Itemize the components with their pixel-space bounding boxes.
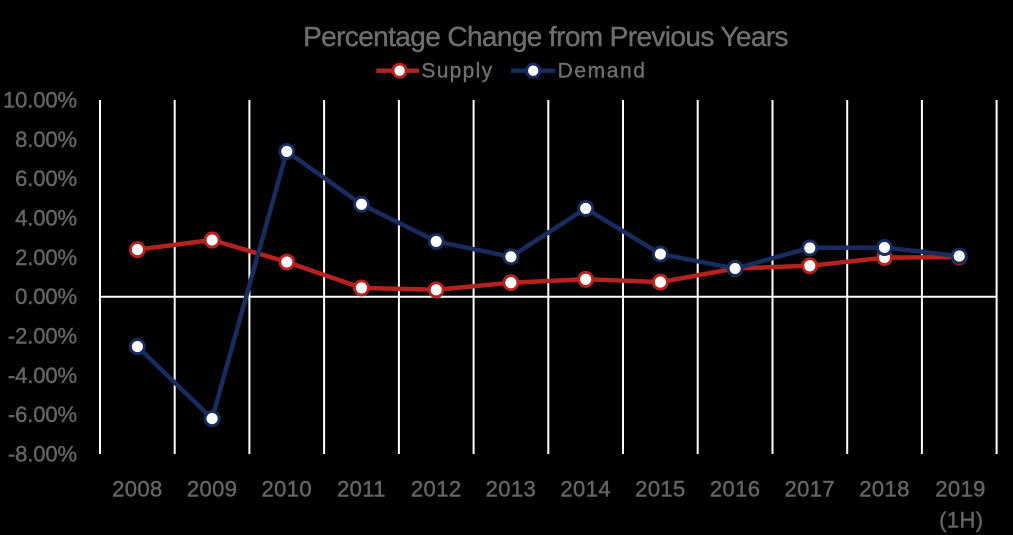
svg-text:2011: 2011 bbox=[337, 476, 386, 501]
svg-text:4.00%: 4.00% bbox=[15, 206, 77, 231]
svg-text:2018: 2018 bbox=[859, 476, 910, 501]
svg-text:(1H): (1H) bbox=[939, 507, 983, 532]
svg-text:6.00%: 6.00% bbox=[15, 166, 77, 191]
svg-text:2014: 2014 bbox=[560, 476, 611, 501]
svg-text:-4.00%: -4.00% bbox=[8, 363, 77, 388]
svg-text:2015: 2015 bbox=[635, 476, 686, 501]
svg-text:2016: 2016 bbox=[710, 476, 761, 501]
svg-text:-8.00%: -8.00% bbox=[8, 442, 77, 467]
svg-text:10.00%: 10.00% bbox=[3, 88, 77, 113]
svg-text:0.00%: 0.00% bbox=[15, 284, 77, 309]
svg-text:2008: 2008 bbox=[112, 476, 163, 501]
svg-text:2010: 2010 bbox=[262, 476, 313, 501]
svg-text:-6.00%: -6.00% bbox=[8, 402, 77, 427]
svg-text:8.00%: 8.00% bbox=[15, 127, 77, 152]
svg-text:Supply: Supply bbox=[421, 59, 493, 82]
svg-text:2013: 2013 bbox=[486, 476, 537, 501]
svg-text:Percentage Change from Previou: Percentage Change from Previous Years bbox=[303, 21, 788, 52]
svg-text:Demand: Demand bbox=[558, 59, 647, 82]
svg-text:2019: 2019 bbox=[935, 476, 986, 501]
svg-text:2012: 2012 bbox=[411, 476, 462, 501]
svg-text:2.00%: 2.00% bbox=[15, 245, 77, 270]
svg-text:2009: 2009 bbox=[187, 476, 238, 501]
svg-text:-2.00%: -2.00% bbox=[8, 324, 77, 349]
svg-text:2017: 2017 bbox=[785, 476, 836, 501]
